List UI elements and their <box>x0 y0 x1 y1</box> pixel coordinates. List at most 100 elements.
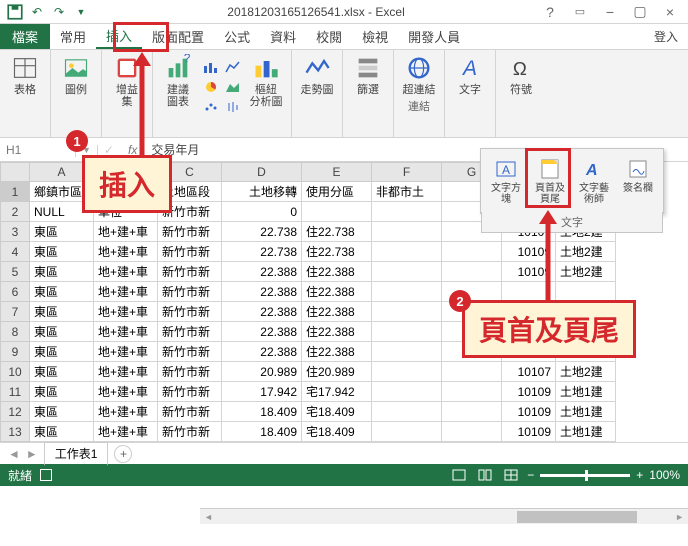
zoom-slider[interactable] <box>540 474 630 477</box>
cell[interactable]: 18.409 <box>222 422 302 442</box>
dd-header-footer[interactable]: 頁首及 頁尾 <box>529 153 571 209</box>
tab-7[interactable]: 開發人員 <box>398 24 470 49</box>
row-header[interactable]: 3 <box>0 222 30 242</box>
cell[interactable] <box>372 322 442 342</box>
filter-button[interactable]: 篩選 <box>349 54 387 96</box>
cell[interactable] <box>442 242 502 262</box>
cell[interactable]: 新竹市新 <box>158 402 222 422</box>
horizontal-scrollbar[interactable]: ◄ ► <box>200 508 688 524</box>
file-tab[interactable]: 檔案 <box>0 24 50 49</box>
tables-button[interactable]: 表格 <box>6 54 44 96</box>
cell[interactable]: 東區 <box>30 422 94 442</box>
view-normal-icon[interactable] <box>449 467 469 483</box>
cell[interactable]: 地+建+車 <box>94 402 158 422</box>
help-icon[interactable]: ? <box>536 2 564 22</box>
select-all-corner[interactable] <box>0 162 30 182</box>
cell[interactable]: 地+建+車 <box>94 322 158 342</box>
cell[interactable]: 10107 <box>502 362 556 382</box>
cell[interactable]: 東區 <box>30 382 94 402</box>
cell[interactable] <box>442 362 502 382</box>
cell[interactable]: 土地1建 <box>556 382 616 402</box>
cell[interactable]: 地+建+車 <box>94 282 158 302</box>
view-page-break-icon[interactable] <box>501 467 521 483</box>
cell[interactable]: 地+建+車 <box>94 342 158 362</box>
zoom-in-button[interactable]: + <box>636 468 643 482</box>
cell[interactable]: 住22.388 <box>302 302 372 322</box>
cell[interactable]: 地+建+車 <box>94 362 158 382</box>
row-header[interactable]: 9 <box>0 342 30 362</box>
redo-icon[interactable]: ↷ <box>50 3 68 21</box>
cell[interactable]: 東區 <box>30 402 94 422</box>
cell[interactable]: 22.388 <box>222 262 302 282</box>
row-header[interactable]: 10 <box>0 362 30 382</box>
recommend-chart-button[interactable]: ?建議 圖表 <box>159 54 197 108</box>
undo-icon[interactable]: ↶ <box>28 3 46 21</box>
cell[interactable]: 東區 <box>30 302 94 322</box>
cell[interactable]: 地+建+車 <box>94 422 158 442</box>
qat-dropdown-icon[interactable]: ▼ <box>72 3 90 21</box>
cell[interactable]: 10109 <box>502 382 556 402</box>
chart-stock-icon[interactable] <box>223 98 243 116</box>
cell[interactable] <box>372 422 442 442</box>
cell[interactable]: 土地1建 <box>556 422 616 442</box>
maximize-icon[interactable]: ▢ <box>626 2 654 22</box>
cell[interactable]: 地+建+車 <box>94 382 158 402</box>
cell[interactable]: 土地移轉 <box>222 182 302 202</box>
cell[interactable]: 20.989 <box>222 362 302 382</box>
save-icon[interactable] <box>6 3 24 21</box>
cell[interactable]: 東區 <box>30 222 94 242</box>
cell[interactable] <box>372 282 442 302</box>
chart-pie-icon[interactable] <box>201 78 221 96</box>
row-header[interactable]: 7 <box>0 302 30 322</box>
row-header[interactable]: 11 <box>0 382 30 402</box>
cell[interactable] <box>372 302 442 322</box>
col-header[interactable]: F <box>372 162 442 182</box>
cell[interactable]: 東區 <box>30 242 94 262</box>
cell[interactable]: 住22.388 <box>302 342 372 362</box>
sparkline-button[interactable]: 走勢圖 <box>298 54 336 96</box>
cell[interactable]: 東區 <box>30 262 94 282</box>
cell[interactable]: 住22.738 <box>302 242 372 262</box>
cell[interactable] <box>372 262 442 282</box>
cell[interactable]: 東區 <box>30 282 94 302</box>
cell[interactable]: 地+建+車 <box>94 242 158 262</box>
cell[interactable]: 非都市土 <box>372 182 442 202</box>
row-header[interactable]: 12 <box>0 402 30 422</box>
cell[interactable]: 住22.388 <box>302 282 372 302</box>
cell[interactable]: 22.738 <box>222 242 302 262</box>
cell[interactable]: 22.388 <box>222 322 302 342</box>
cell[interactable] <box>556 282 616 302</box>
cell[interactable] <box>442 262 502 282</box>
view-page-layout-icon[interactable] <box>475 467 495 483</box>
dd-wordart[interactable]: A文字藝術師 <box>573 153 615 209</box>
cell[interactable]: 宅18.409 <box>302 422 372 442</box>
symbol-button[interactable]: Ω符號 <box>502 54 540 96</box>
cell[interactable] <box>302 202 372 222</box>
tab-4[interactable]: 資料 <box>260 24 306 49</box>
zoom-out-button[interactable]: − <box>527 468 534 482</box>
tab-2[interactable]: 版面配置 <box>142 24 214 49</box>
cell[interactable]: 22.388 <box>222 302 302 322</box>
cell[interactable] <box>372 242 442 262</box>
cell[interactable]: 10109 <box>502 422 556 442</box>
cell[interactable]: 新竹市新 <box>158 342 222 362</box>
col-header[interactable]: D <box>222 162 302 182</box>
col-header[interactable]: E <box>302 162 372 182</box>
cell[interactable]: 新竹市新 <box>158 282 222 302</box>
minimize-icon[interactable]: − <box>596 2 624 22</box>
cell[interactable]: 18.409 <box>222 402 302 422</box>
cell[interactable]: 土地2建 <box>556 262 616 282</box>
cell[interactable]: 新竹市新 <box>158 242 222 262</box>
cell[interactable]: 新竹市新 <box>158 422 222 442</box>
cell[interactable]: 0 <box>222 202 302 222</box>
cell[interactable]: 東區 <box>30 322 94 342</box>
cell[interactable]: 地+建+車 <box>94 302 158 322</box>
sheet-tab[interactable]: 工作表1 <box>44 442 109 466</box>
row-header[interactable]: 13 <box>0 422 30 442</box>
ribbon-collapse-icon[interactable]: ▭ <box>566 2 594 22</box>
cell[interactable]: 10109 <box>502 402 556 422</box>
row-header[interactable]: 5 <box>0 262 30 282</box>
cell[interactable]: 宅18.409 <box>302 402 372 422</box>
tab-1[interactable]: 插入 <box>96 24 142 49</box>
cell[interactable]: 22.738 <box>222 222 302 242</box>
